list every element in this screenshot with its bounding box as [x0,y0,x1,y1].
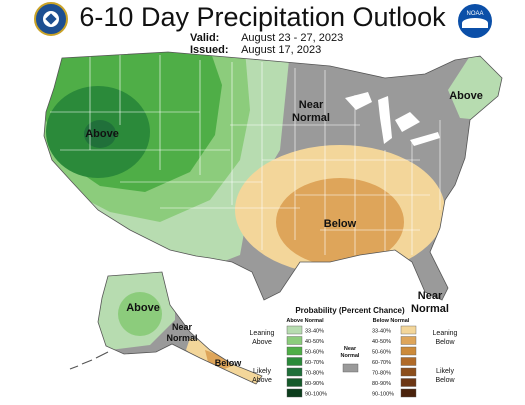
legend-above-header: Above Normal [286,318,324,324]
alaska-below-40-50 [205,350,232,370]
label-above-alaska: Above [126,302,160,314]
legend-swatch-above-6 [286,388,303,398]
legend-range-below-5: 80-90% [372,381,391,387]
legend-swatch-above-1 [286,336,303,345]
label-below-southeast: Below [324,218,357,230]
legend-leaning-above-line2: Above [252,339,272,346]
legend-range-above-4: 70-80% [305,371,324,377]
legend-range-below-3: 60-70% [372,360,391,366]
legend-swatch-below-3 [400,357,417,366]
legend-leaning-below-line2: Below [435,339,455,346]
legend-range-above-2: 50-60% [305,350,324,356]
below-region-40-50 [276,178,404,266]
page-title: 6-10 Day Precipitation Outlook [79,2,446,32]
legend-range-below-6: 90-100% [372,392,394,398]
legend-likely-below-line1: Likely [436,368,454,375]
label-near-normal-central-line2: Normal [292,112,330,124]
legend-below-header: Below Normal [373,318,410,324]
great-lakes [345,92,440,146]
legend-swatch-below-4 [400,367,417,377]
issued-line: Issued: August 17, 2023 [190,44,321,56]
legend-swatch-below-1 [400,336,417,345]
legend-swatch-above-0 [286,325,303,335]
legend-range-above-1: 40-50% [305,339,324,345]
legend-title: Probability (Percent Chance) [295,306,405,315]
legend-range-above-5: 80-90% [305,381,324,387]
legend-range-below-1: 40-50% [372,339,391,345]
legend-swatch-below-0 [400,325,417,335]
legend-near-header-line1: Near [344,346,357,352]
above-region-70-80 [84,120,116,148]
legend-swatch-near-normal [342,363,359,373]
legend-range-above-6: 90-100% [305,392,327,398]
legend-range-below-4: 70-80% [372,371,391,377]
legend-likely-below-line2: Below [435,377,455,384]
label-above-northeast: Above [449,90,483,102]
label-below-alaska: Below [215,358,243,368]
legend-leaning-below-line1: Leaning [433,330,458,337]
valid-label: Valid: [190,32,220,44]
legend-range-above-0: 33-40% [305,329,324,335]
legend-swatch-above-2 [286,346,303,356]
conus-map [44,52,502,300]
header: 6-10 Day Precipitation Outlook Valid: Au… [0,0,525,60]
valid-line: Valid: August 23 - 27, 2023 [190,32,343,44]
valid-value: August 23 - 27, 2023 [241,32,344,44]
label-near-normal-central-line1: Near [299,99,324,111]
conus-outline [43,51,503,301]
legend-range-above-3: 60-70% [305,360,324,366]
legend-swatch-above-3 [286,357,303,366]
legend-swatch-below-6 [400,388,417,398]
alaska-outline [97,271,263,385]
commerce-seal-icon [34,2,68,36]
legend-likely-above-line1: Likely [253,368,271,375]
state-boundaries [50,55,441,255]
noaa-logo-icon: NOAA [458,4,492,38]
legend-range-below-0: 33-40% [372,329,391,335]
legend-swatch-below-5 [400,378,417,387]
issued-value: August 17, 2023 [241,44,322,56]
label-near-normal-florida-line2: Normal [411,303,449,315]
legend-rows: 33-40% 40-50% 50-60% 60-70% 70-80% 80-90% 90-1… [286,325,417,398]
alaska-above-40-50 [118,292,162,336]
legend-swatch-below-2 [400,346,417,356]
noaa-logo-text: NOAA [466,11,484,17]
label-near-normal-florida-line1: Near [418,290,443,302]
legend-leaning-above-line1: Leaning [250,330,275,337]
legend-swatch-above-4 [286,367,303,377]
label-near-normal-alaska-line1: Near [172,322,193,332]
legend-swatch-above-5 [286,378,303,387]
label-near-normal-alaska-line2: Normal [166,333,197,343]
legend-range-below-2: 50-60% [372,350,391,356]
legend-near-header-line2: Normal [341,353,360,359]
legend-likely-above-line2: Above [252,377,272,384]
label-above-west: Above [85,128,119,140]
issued-label: Issued: [190,44,229,56]
legend: Probability (Percent Chance) Above Norma… [250,306,458,398]
aleutian-islands [69,351,109,370]
